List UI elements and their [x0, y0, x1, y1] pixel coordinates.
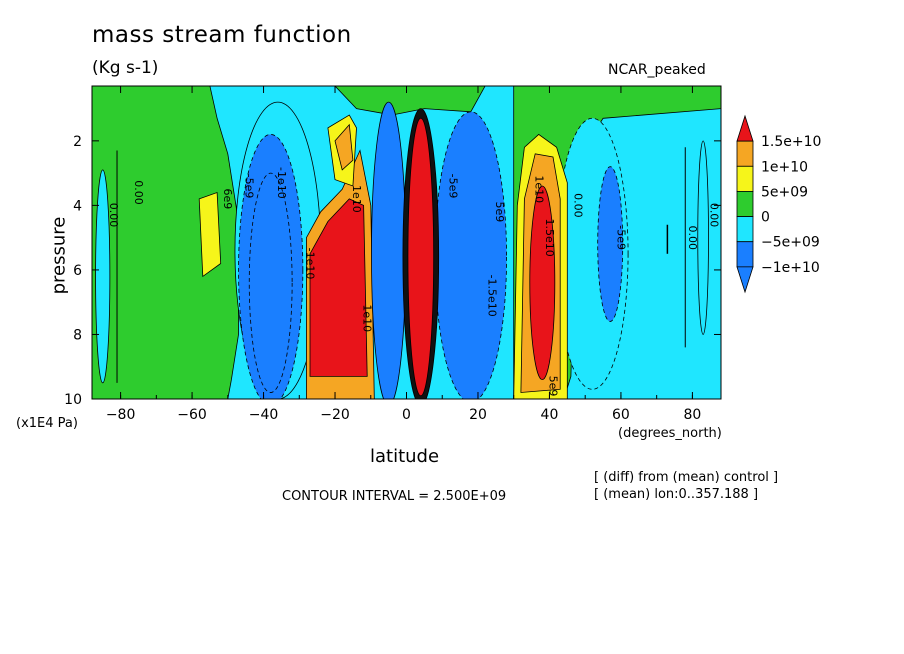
x-tick-label: 40 [541, 407, 559, 423]
y-axis-unit: (x1E4 Pa) [16, 416, 78, 431]
y-tick-label: 6 [73, 263, 82, 279]
colorbar-bin [736, 140, 754, 167]
contour-label: 0.00 [707, 203, 720, 228]
x-axis: −80 −60 −40 −20 0 20 40 60 80 [106, 86, 701, 423]
contour-label: 0.00 [686, 225, 699, 250]
red-cell-north [529, 185, 556, 381]
colorbar-label: −1e+10 [761, 260, 820, 276]
contour-label: -5e9 [614, 225, 627, 250]
contour-label: 1e10 [532, 175, 545, 203]
contour-field [92, 86, 721, 399]
cyan-strip-far-north [697, 140, 709, 335]
contour-label: 6e9 [221, 189, 234, 210]
contour-label: 5e9 [493, 201, 506, 222]
chart-units: (Kg s-1) [92, 58, 159, 78]
y-axis: 2 4 6 8 10 [64, 134, 721, 408]
colorbar-label: 1e+10 [761, 159, 808, 175]
contour-interval: CONTOUR INTERVAL = 2.500E+09 [282, 489, 507, 504]
colorbar-bin [736, 216, 754, 243]
colorbar-label: 1.5e+10 [761, 134, 821, 150]
contour-label: 1e10 [361, 304, 374, 332]
contour-label: 5e9 [547, 376, 560, 397]
contour-label: -1e10 [303, 248, 316, 280]
colorbar-bin [736, 165, 754, 192]
contour-labels: 0.00 0.00 6e9 -5e9 -1e10 -1e10 1e10 1e10 -5e9 5e9… [107, 167, 720, 396]
blue-cell-north [434, 111, 507, 399]
colorbar-label: 5e+09 [761, 184, 808, 200]
yellow-patch-south [198, 191, 222, 278]
note-diff: [ (diff) from (mean) control ] [594, 470, 779, 485]
y-tick-label: 10 [64, 392, 82, 408]
contour-label: -5e9 [243, 174, 256, 199]
y-tick-label: 8 [73, 327, 82, 343]
x-tick-label: 0 [402, 407, 411, 423]
x-tick-label: 80 [683, 407, 701, 423]
y-tick-label: 4 [73, 198, 82, 214]
red-cell-equator [407, 117, 435, 397]
chart-title: mass stream function [92, 22, 352, 48]
colorbar-bottom-arrow [736, 266, 754, 294]
x-tick-label: −40 [249, 407, 279, 423]
x-tick-label: −80 [106, 407, 136, 423]
contour-label: -1e10 [275, 167, 288, 199]
blue-cell-south-inner [248, 172, 293, 393]
red-cell-south [309, 198, 368, 377]
contour-label: 0.00 [132, 180, 145, 205]
orange-cap-south [334, 123, 354, 171]
note-mean: [ (mean) lon:0..357.188 ] [594, 487, 759, 502]
contour-label: -1.5e10 [486, 275, 499, 317]
green-region-top [334, 86, 486, 116]
model-label: NCAR_peaked [608, 62, 706, 78]
colorbar-label: −5e+09 [761, 235, 820, 251]
blue-cell-far-north [597, 166, 624, 322]
contour-label: 1.5e10 [543, 219, 556, 257]
colorbar-top-arrow [736, 114, 754, 142]
x-tick-label: −20 [320, 407, 350, 423]
contour-label: 0.00 [572, 193, 585, 218]
x-tick-label: 60 [612, 407, 630, 423]
cyan-strip-far-south [95, 169, 111, 384]
x-axis-unit: (degrees_north) [618, 426, 722, 441]
x-tick-label: 20 [469, 407, 487, 423]
colorbar: 1.5e+10 1e+10 5e+09 0 −5e+09 −1e+10 [736, 114, 821, 294]
colorbar-bin [736, 241, 754, 268]
x-axis-label: latitude [370, 446, 440, 467]
contour-label: 1e10 [350, 185, 363, 213]
colorbar-bin [736, 191, 754, 217]
y-tick-label: 2 [73, 134, 82, 150]
colorbar-label: 0 [761, 210, 770, 226]
x-tick-label: −60 [177, 407, 207, 423]
contour-label: -5e9 [446, 174, 459, 199]
blue-cell-equator [371, 101, 407, 399]
contour-label: 0.00 [107, 203, 120, 228]
